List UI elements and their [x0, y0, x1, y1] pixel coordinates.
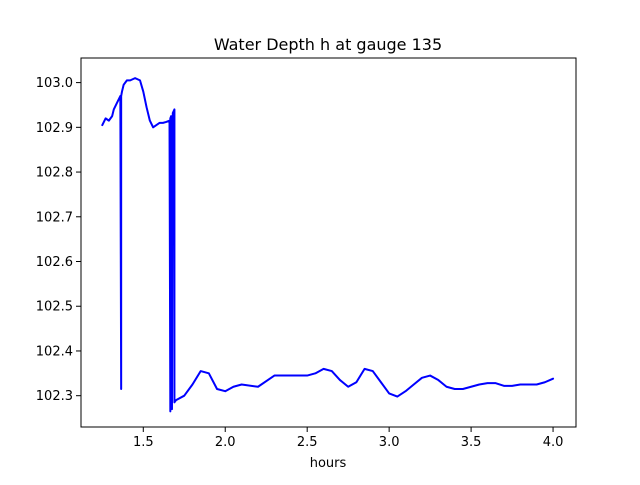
x-tick-label: 2.5	[297, 435, 318, 450]
chart-title: Water Depth h at gauge 135	[214, 35, 442, 54]
y-tick-label: 102.6	[36, 255, 73, 270]
x-tick-label: 3.5	[461, 435, 482, 450]
series-line-0	[101, 77, 555, 413]
plot-frame	[80, 57, 577, 428]
y-tick-label: 102.5	[36, 300, 73, 315]
x-tick-label: 1.5	[133, 435, 154, 450]
x-tick-label: 2.0	[215, 435, 236, 450]
y-tick-label: 102.8	[36, 166, 73, 181]
x-tick-label: 4.0	[543, 435, 564, 450]
plot-area: 1.5 2.0 2.5 3.0 3.5 4.0 102.3 102.4 102.5 102.6 10…	[36, 57, 577, 450]
y-tick-label: 102.3	[36, 389, 73, 404]
y-tick-label: 103.0	[36, 76, 73, 91]
x-tick-label: 3.0	[379, 435, 400, 450]
y-tick-label: 102.9	[36, 121, 73, 136]
x-axis-label: hours	[310, 456, 347, 471]
y-tick-label: 102.7	[36, 210, 73, 225]
y-tick-label: 102.4	[36, 344, 73, 359]
